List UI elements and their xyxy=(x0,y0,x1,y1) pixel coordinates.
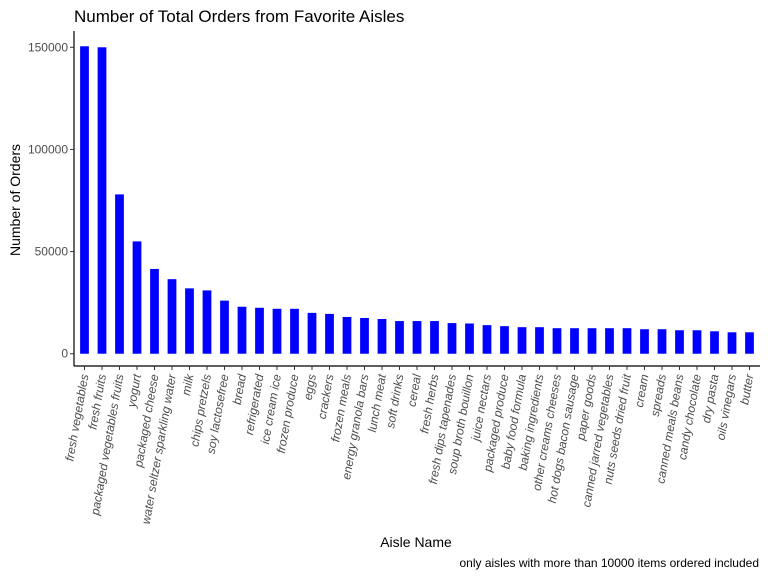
bar xyxy=(377,319,387,354)
bar xyxy=(640,329,649,354)
x-tick-label: bread xyxy=(230,373,249,406)
x-tick-label: cream xyxy=(632,373,652,408)
bar xyxy=(255,307,264,354)
x-tick-label: yogurt xyxy=(124,372,144,409)
y-tick-label: 0 xyxy=(61,347,68,361)
bar xyxy=(412,321,422,354)
y-tick-label: 50000 xyxy=(35,245,69,259)
bar xyxy=(447,323,457,354)
bar xyxy=(657,329,667,354)
bar xyxy=(237,306,247,354)
bar xyxy=(167,279,177,354)
bar xyxy=(132,241,142,354)
y-tick-label: 100000 xyxy=(28,142,68,156)
bar xyxy=(465,323,474,354)
chart-caption: only aisles with more than 10000 items o… xyxy=(459,556,759,570)
bar xyxy=(202,290,212,354)
bar xyxy=(745,332,754,354)
x-axis-label: Aisle Name xyxy=(380,534,452,550)
bar xyxy=(325,313,334,354)
bar xyxy=(605,328,614,354)
bar xyxy=(692,330,702,354)
y-tick-labels: 0 50000 100000 150000 xyxy=(28,40,74,361)
chart-title: Number of Total Orders from Favorite Ais… xyxy=(74,7,404,26)
bar xyxy=(570,328,579,354)
bar xyxy=(622,328,632,354)
bar xyxy=(430,321,439,354)
x-tick-label: eggs xyxy=(301,373,319,401)
bar xyxy=(552,328,562,354)
bar xyxy=(395,321,404,354)
y-tick-label: 150000 xyxy=(28,40,68,54)
bar xyxy=(307,312,317,354)
bar xyxy=(220,300,229,354)
bar xyxy=(272,308,282,354)
x-tick-label: butter xyxy=(737,372,756,406)
bar xyxy=(290,308,299,354)
bar xyxy=(675,330,684,354)
bar xyxy=(342,316,352,354)
y-axis-label: Number of Orders xyxy=(7,144,23,256)
bar xyxy=(150,268,159,354)
bar xyxy=(517,327,527,354)
bar xyxy=(115,194,124,354)
x-tick-label: cereal xyxy=(404,373,424,408)
bar xyxy=(710,331,719,354)
axes xyxy=(73,31,760,367)
bar xyxy=(500,326,509,354)
bar xyxy=(185,288,194,354)
bar xyxy=(535,327,544,354)
bar xyxy=(360,317,369,354)
x-tick-label: milk xyxy=(179,372,197,396)
bar xyxy=(727,332,737,354)
bar xyxy=(80,46,89,354)
bars-group xyxy=(80,46,754,354)
bar xyxy=(97,47,107,354)
bar xyxy=(587,328,597,354)
bar xyxy=(482,325,492,354)
